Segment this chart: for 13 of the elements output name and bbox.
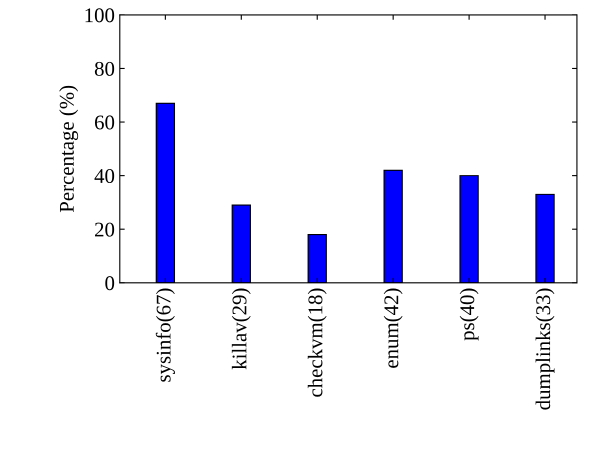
y-tick-label: 20: [95, 222, 114, 237]
y-axis-title: Percentage (%): [59, 86, 78, 212]
y-tick-label: 40: [94, 168, 114, 184]
y-tick-label: 0: [105, 276, 114, 290]
x-tick-label: ps(40): [460, 288, 479, 341]
x-tick-label: sysinfo(67): [156, 288, 175, 382]
x-tick-label: dumplinks(33): [536, 288, 554, 410]
y-tick-label: 60: [94, 115, 114, 130]
y-tick-label: 100: [86, 8, 114, 22]
x-tick-label: enum(42): [384, 288, 403, 368]
y-tick-label: 80: [94, 62, 114, 76]
x-tick-label: killav(29): [232, 288, 251, 370]
x-tick-label: checkvm(18): [308, 288, 327, 397]
